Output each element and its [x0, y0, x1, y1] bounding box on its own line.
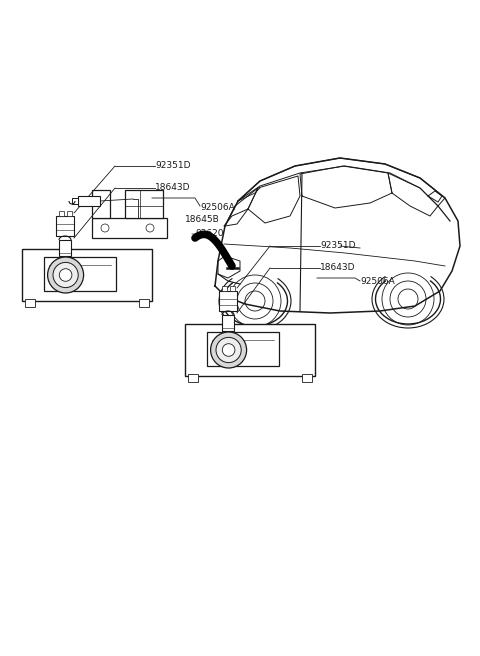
- Circle shape: [216, 337, 241, 363]
- Bar: [188, 374, 198, 382]
- Text: 92620: 92620: [195, 230, 224, 239]
- Bar: [219, 291, 237, 311]
- Text: 92506A: 92506A: [200, 203, 235, 213]
- Bar: [222, 315, 234, 331]
- Bar: [92, 190, 110, 218]
- Bar: [59, 240, 71, 256]
- Circle shape: [222, 344, 235, 356]
- Bar: [25, 299, 35, 307]
- Bar: [185, 324, 315, 376]
- Bar: [207, 333, 279, 365]
- Bar: [125, 190, 163, 218]
- Bar: [92, 218, 167, 238]
- Bar: [302, 374, 312, 382]
- Circle shape: [53, 262, 78, 287]
- Text: 18645B: 18645B: [185, 215, 220, 224]
- Text: 92351D: 92351D: [155, 161, 191, 171]
- Bar: [56, 216, 74, 236]
- Bar: [22, 249, 152, 301]
- Bar: [229, 286, 235, 291]
- Text: 92506A: 92506A: [360, 276, 395, 285]
- Bar: [67, 211, 72, 216]
- Circle shape: [48, 257, 84, 293]
- Circle shape: [211, 332, 247, 368]
- Bar: [139, 299, 149, 307]
- Text: 92351D: 92351D: [320, 241, 356, 251]
- Text: 18643D: 18643D: [320, 264, 356, 272]
- Text: 18643D: 18643D: [155, 184, 191, 192]
- Bar: [72, 198, 78, 204]
- Bar: [78, 196, 100, 206]
- Circle shape: [60, 269, 72, 281]
- Bar: [44, 257, 116, 291]
- Bar: [221, 286, 227, 291]
- Bar: [59, 211, 63, 216]
